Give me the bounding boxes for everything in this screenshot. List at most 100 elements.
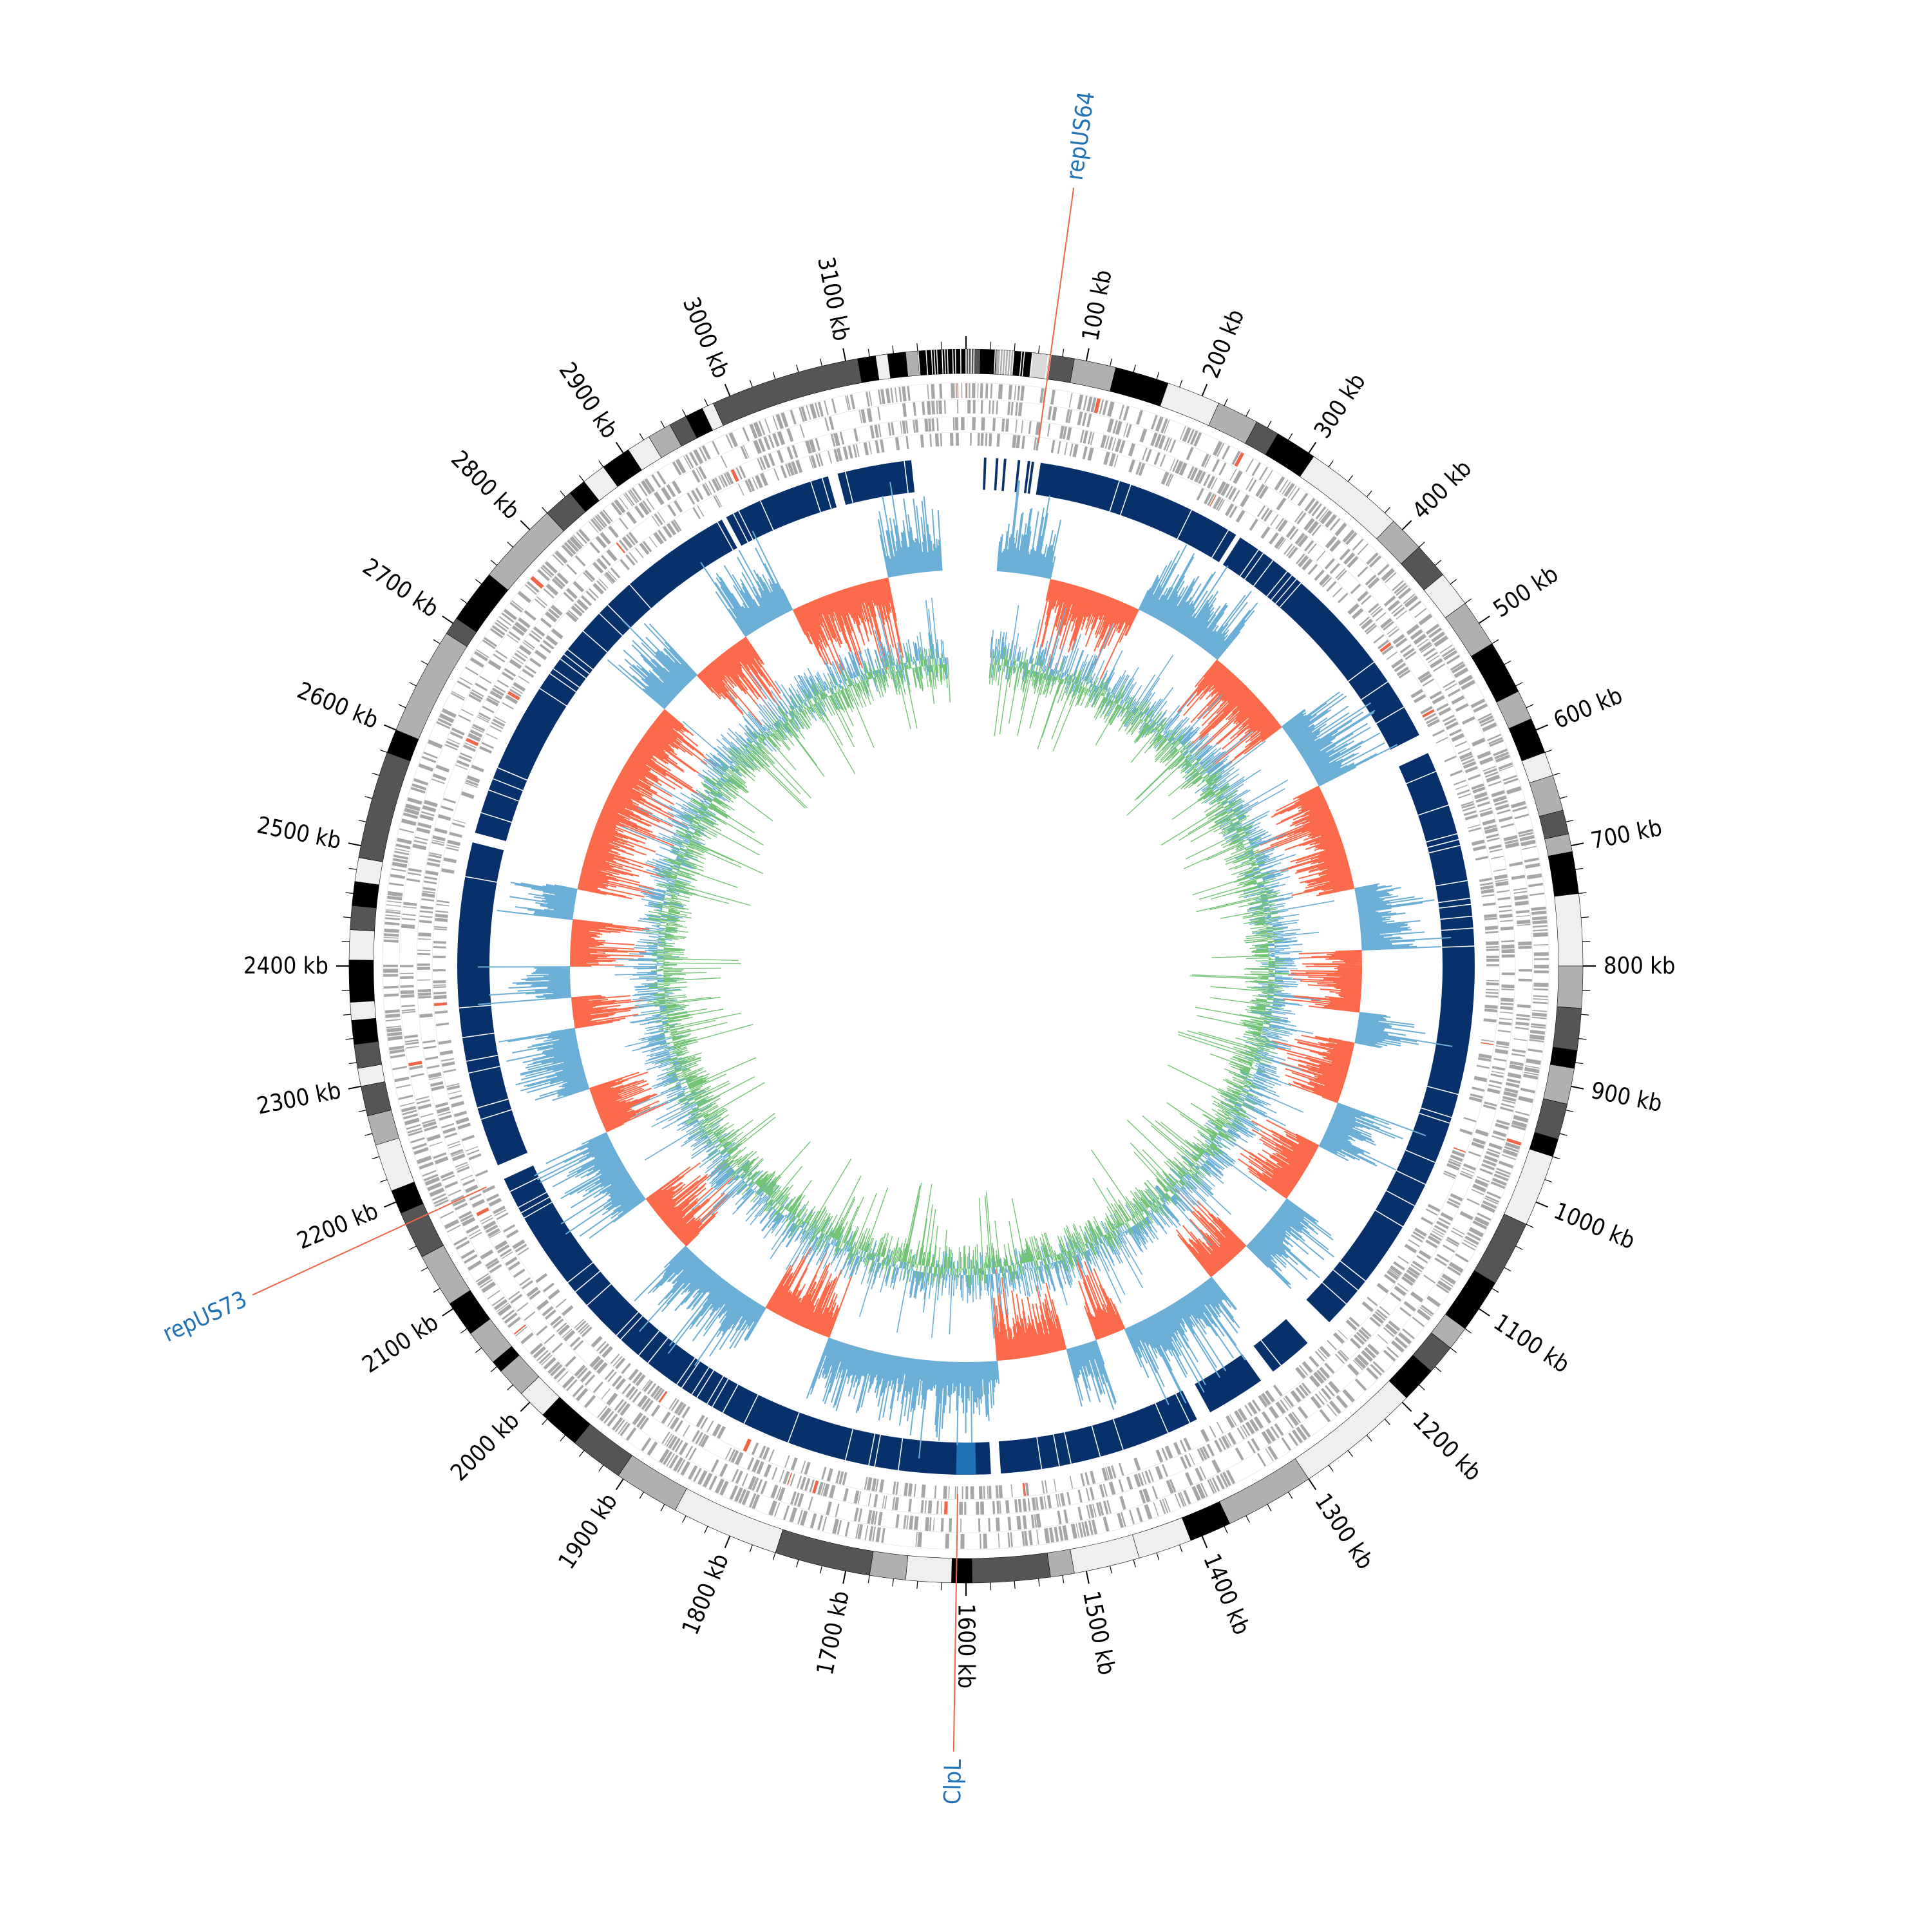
feature-block [491,721,504,730]
feature-block [1497,1030,1511,1033]
feature-block [1453,1147,1466,1153]
feature-block [1084,1520,1090,1537]
feature-block [693,1468,702,1482]
feature-block [1142,448,1148,460]
feature-block [538,1352,551,1364]
feature-block [1167,474,1174,487]
feature-block [977,383,979,399]
feature-block [536,1325,548,1336]
feature-block [1234,452,1244,467]
feature-block [1534,965,1549,969]
scale-tick [1347,1450,1353,1457]
feature-block [632,1391,642,1403]
scale-tick [916,1580,918,1589]
contig-band [936,350,938,375]
scale-tick [1526,704,1534,708]
feature-block [1108,437,1113,450]
feature-block [1014,1499,1018,1513]
scale-tick [1085,1571,1090,1584]
feature-block [471,726,484,734]
feature-block [466,775,480,784]
feature-block [790,1457,798,1471]
scale-tick [1552,772,1560,776]
scale-tick [1552,1156,1560,1160]
feature-block [1408,1239,1420,1247]
feature-block [895,1481,899,1495]
feature-block [1431,631,1446,643]
feature-block [1482,722,1497,732]
feature-block [404,1034,419,1039]
feature-block [1485,931,1499,934]
similarity-segment [1253,1319,1308,1372]
feature-block [1054,1526,1059,1542]
feature-block [418,932,431,937]
feature-block [1425,1239,1438,1249]
feature-block [874,424,879,438]
scale-tick [348,1085,361,1090]
feature-block [655,1388,665,1401]
feature-block [877,406,881,421]
feature-block [1446,654,1461,665]
feature-block [1286,545,1295,557]
feature-block [1232,489,1240,502]
feature-block [1412,1260,1425,1270]
feature-block [738,1488,747,1504]
similarity-separator [616,1311,639,1336]
feature-block [810,1513,817,1529]
feature-block [872,1526,876,1542]
feature-block [1506,1138,1522,1146]
feature-block [550,1315,562,1326]
feature-block [540,566,553,578]
feature-block [839,431,845,445]
feature-block [1161,1447,1168,1461]
contig-band [348,929,375,961]
feature-block [1379,642,1392,653]
feature-block [1025,1482,1030,1496]
feature-block [1297,535,1309,547]
feature-block [1368,603,1379,614]
feature-block [821,1466,827,1480]
feature-block [426,1065,440,1069]
feature-block [669,1417,679,1430]
similarity-separator [1428,844,1461,854]
feature-block [1048,1527,1054,1543]
feature-block [574,1318,585,1329]
feature-block [914,419,919,433]
feature-block [583,572,593,583]
feature-block [868,441,872,455]
feature-block [429,852,442,857]
feature-block [790,410,797,425]
feature-block [433,991,447,995]
feature-block [1162,1499,1169,1513]
feature-block [384,933,399,937]
feature-block [397,837,412,845]
feature-block [1434,1225,1446,1233]
feature-block [501,612,515,623]
feature-block [1513,1115,1529,1123]
feature-block [385,1019,401,1022]
feature-block [1319,1409,1331,1423]
feature-block [1492,1066,1506,1071]
feature-block [1062,1525,1068,1540]
feature-block [469,1193,482,1201]
feature-block [1389,1265,1403,1276]
similarity-separator [717,522,734,551]
feature-block [1484,1197,1499,1205]
feature-block [768,435,775,449]
feature-block [408,1061,422,1066]
feature-block [1504,839,1519,845]
feature-block [1265,1428,1276,1442]
feature-block [383,974,399,977]
feature-block [421,898,435,902]
feature-block [1494,800,1508,806]
feature-block [446,741,459,748]
feature-block [1179,462,1188,476]
feature-block [431,841,444,846]
feature-block [1477,713,1492,721]
feature-block [1311,503,1322,516]
scale-tick [1014,343,1016,352]
feature-block [454,1202,468,1211]
feature-block [493,654,506,663]
feature-block [1289,528,1299,540]
feature-block [1352,538,1364,551]
